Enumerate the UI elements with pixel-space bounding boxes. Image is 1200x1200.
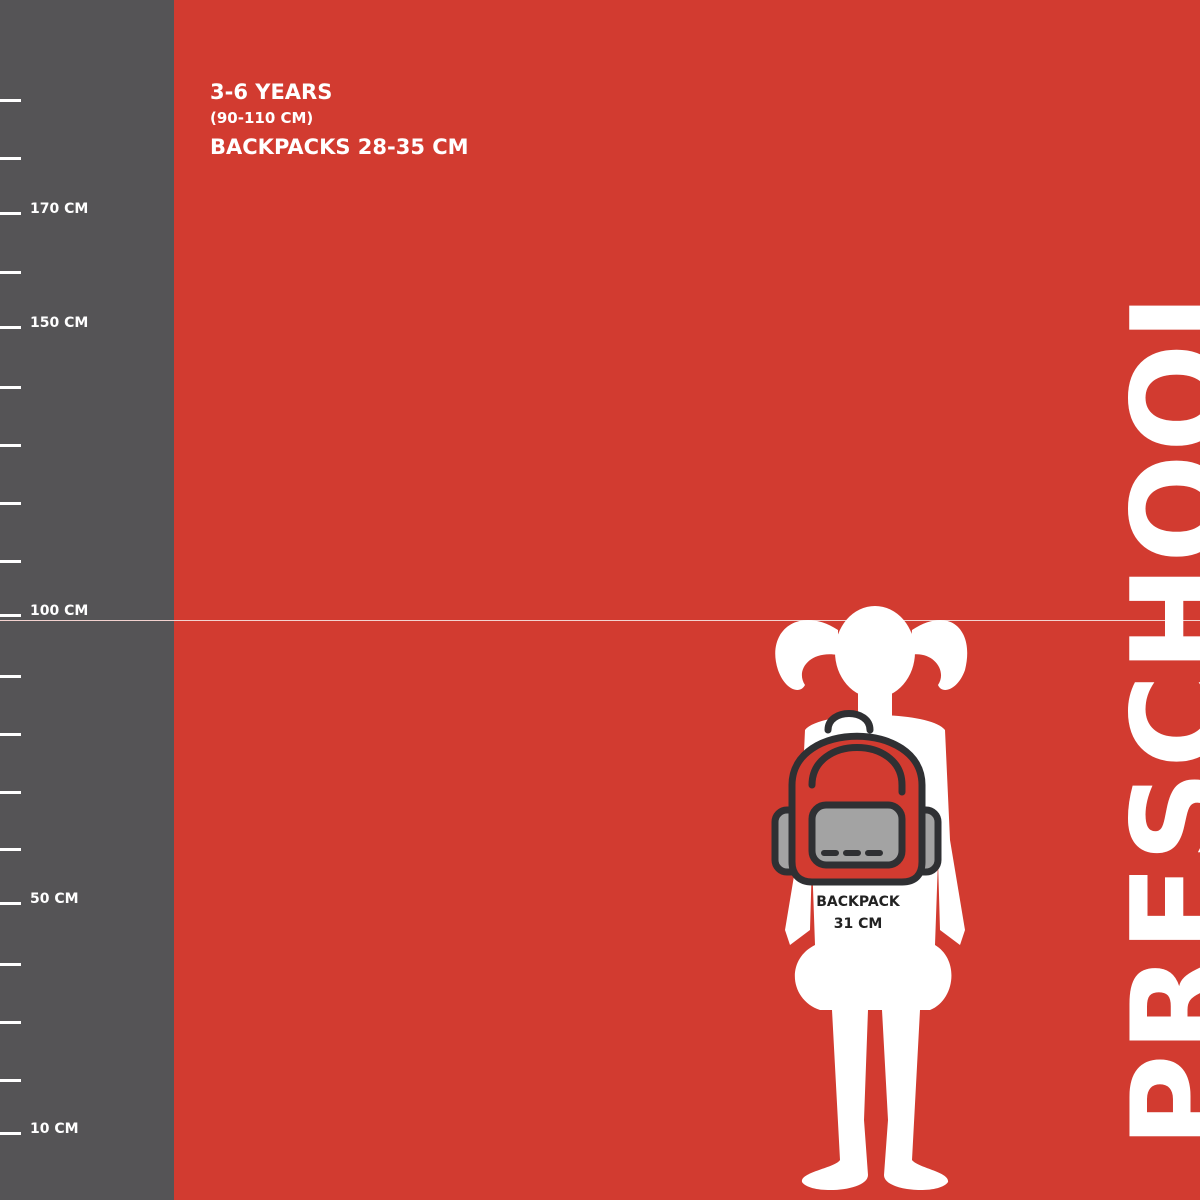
ruler-tick	[0, 502, 21, 505]
ruler-tick	[0, 963, 21, 966]
ruler-tick	[0, 1132, 21, 1135]
ruler-tick	[0, 902, 21, 905]
ruler-tick	[0, 444, 21, 447]
ruler-label: 100 CM	[30, 603, 89, 619]
height-ruler: 170 CM 150 CM 100 CM 50 CM 10 CM	[0, 0, 174, 1200]
ruler-tick	[0, 1021, 21, 1024]
backpack-range: BACKPACKS 28-35 CM	[210, 135, 469, 159]
ruler-label: 170 CM	[30, 201, 89, 217]
ruler-tick	[0, 212, 21, 215]
ruler-label: 50 CM	[30, 891, 79, 907]
backpack-size: 31 CM	[833, 916, 883, 932]
age-range: 3-6 YEARS	[210, 80, 333, 104]
height-marker-line	[0, 620, 1200, 621]
ruler-tick	[0, 791, 21, 794]
ruler-tick	[0, 675, 21, 678]
category-title: PRESCHOOL	[1105, 257, 1200, 1148]
ruler-tick	[0, 848, 21, 851]
ruler-tick	[0, 614, 21, 617]
ruler-tick	[0, 271, 21, 274]
backpack-label: BACKPACK	[816, 894, 900, 910]
ruler-tick	[0, 386, 21, 389]
ruler-tick	[0, 99, 21, 102]
ruler-tick	[0, 157, 21, 160]
ruler-label: 10 CM	[30, 1121, 79, 1137]
ruler-tick	[0, 560, 21, 563]
ruler-tick	[0, 1079, 21, 1082]
ruler-tick	[0, 733, 21, 736]
ruler-label: 150 CM	[30, 315, 89, 331]
girl-silhouette	[771, 606, 968, 1191]
height-range: (90-110 CM)	[210, 109, 314, 127]
ruler-tick	[0, 326, 21, 329]
